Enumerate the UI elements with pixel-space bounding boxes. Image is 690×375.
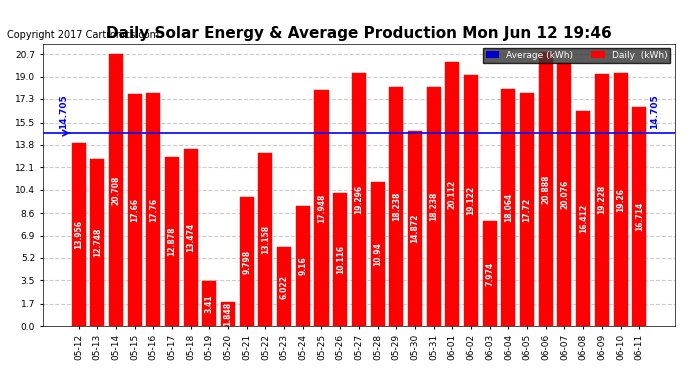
Bar [389, 87, 403, 326]
Text: 20.708: 20.708 [111, 176, 120, 205]
Text: 16.412: 16.412 [579, 204, 588, 233]
Bar [464, 75, 478, 326]
Text: 17.66: 17.66 [130, 198, 139, 222]
Bar [90, 159, 104, 326]
Bar [595, 74, 609, 326]
Bar [333, 193, 347, 326]
Text: 20.076: 20.076 [560, 180, 569, 209]
Bar [202, 281, 217, 326]
Text: 13.474: 13.474 [186, 223, 195, 252]
Text: 10.116: 10.116 [336, 245, 345, 274]
Bar [184, 149, 197, 326]
Text: 17.76: 17.76 [149, 198, 158, 222]
Bar [72, 143, 86, 326]
Text: 16.714: 16.714 [635, 202, 644, 231]
Text: 14.705: 14.705 [59, 94, 68, 129]
Bar [109, 54, 123, 326]
Bar [426, 87, 441, 326]
Text: 17.948: 17.948 [317, 194, 326, 223]
Text: 13.956: 13.956 [74, 220, 83, 249]
Text: 14.872: 14.872 [411, 214, 420, 243]
Text: 19.122: 19.122 [466, 186, 475, 215]
Text: 18.238: 18.238 [429, 192, 438, 221]
Text: 12.878: 12.878 [168, 227, 177, 256]
Text: 20.888: 20.888 [541, 174, 551, 204]
Bar [221, 302, 235, 326]
Text: 3.41: 3.41 [205, 294, 214, 313]
Bar [483, 221, 497, 326]
Text: 17.72: 17.72 [522, 198, 531, 222]
Bar [445, 62, 460, 326]
Text: 18.238: 18.238 [392, 192, 401, 221]
Text: 13.158: 13.158 [261, 225, 270, 254]
Text: 9.16: 9.16 [298, 256, 307, 275]
Bar [239, 198, 254, 326]
Bar [315, 90, 328, 326]
Text: 18.064: 18.064 [504, 193, 513, 222]
Text: 14.705: 14.705 [649, 94, 658, 129]
Bar [277, 247, 291, 326]
Text: 19.296: 19.296 [355, 185, 364, 214]
Bar [408, 131, 422, 326]
Text: 12.748: 12.748 [92, 228, 101, 257]
Text: 6.022: 6.022 [279, 274, 288, 298]
Text: 19.26: 19.26 [616, 188, 625, 211]
Bar [371, 183, 384, 326]
Bar [259, 153, 273, 326]
Title: Daily Solar Energy & Average Production Mon Jun 12 19:46: Daily Solar Energy & Average Production … [106, 26, 612, 41]
Text: Copyright 2017 Cartronics.com: Copyright 2017 Cartronics.com [7, 30, 159, 40]
Text: 9.798: 9.798 [242, 250, 251, 274]
Bar [352, 73, 366, 326]
Bar [613, 73, 628, 326]
Bar [632, 106, 647, 326]
Bar [520, 93, 534, 326]
Text: 10.94: 10.94 [373, 242, 382, 266]
Legend: Average (kWh), Daily  (kWh): Average (kWh), Daily (kWh) [483, 48, 671, 63]
Bar [296, 206, 310, 326]
Text: 20.112: 20.112 [448, 180, 457, 209]
Bar [146, 93, 160, 326]
Text: 1.848: 1.848 [224, 302, 233, 326]
Text: 7.974: 7.974 [485, 262, 494, 286]
Bar [502, 89, 515, 326]
Bar [165, 157, 179, 326]
Bar [558, 63, 571, 326]
Text: 19.228: 19.228 [598, 185, 607, 214]
Bar [576, 111, 590, 326]
Bar [128, 94, 141, 326]
Bar [539, 52, 553, 326]
